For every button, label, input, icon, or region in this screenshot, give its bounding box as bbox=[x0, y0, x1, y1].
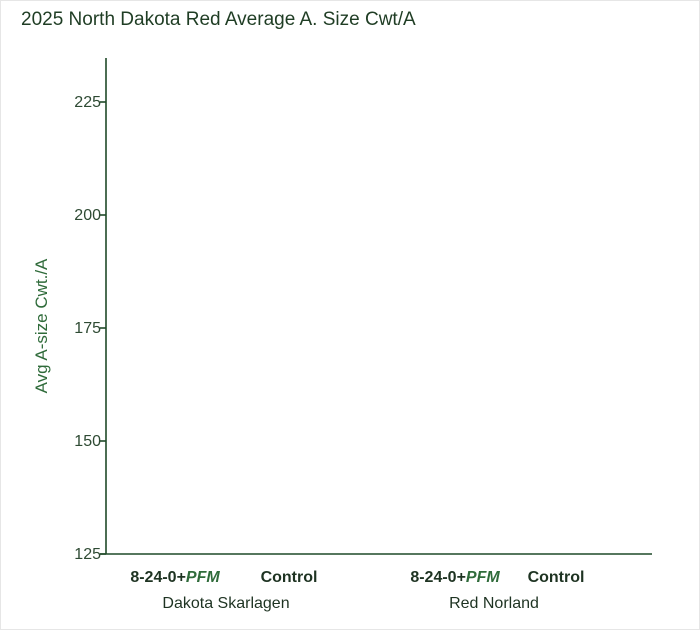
x-category-label: 8-24-0+PFM bbox=[410, 569, 500, 586]
x-category-label: 8-24-0+PFM bbox=[130, 569, 220, 586]
y-tick-label: 150 bbox=[74, 433, 101, 450]
chart-title: 2025 North Dakota Red Average A. Size Cw… bbox=[21, 9, 416, 30]
x-category-label-suffix: PFM bbox=[186, 569, 220, 586]
x-category-label-text: Control bbox=[528, 569, 585, 586]
x-category-label: Control bbox=[528, 569, 585, 586]
x-category-label: Control bbox=[261, 569, 318, 586]
y-tick-label: 125 bbox=[74, 546, 101, 563]
x-category-label-suffix: PFM bbox=[466, 569, 500, 586]
y-axis-label: Avg A-size Cwt./A bbox=[32, 258, 51, 393]
x-category-label-text: 8-24-0+ bbox=[130, 569, 186, 586]
x-group-label: Dakota Skarlagen bbox=[162, 595, 289, 612]
x-group-label: Red Norland bbox=[449, 595, 539, 612]
x-category-label-text: 8-24-0+ bbox=[410, 569, 466, 586]
y-tick-label: 225 bbox=[74, 94, 101, 111]
x-category-label-text: Control bbox=[261, 569, 318, 586]
y-tick-label: 175 bbox=[74, 320, 101, 337]
y-tick-label: 200 bbox=[74, 207, 101, 224]
